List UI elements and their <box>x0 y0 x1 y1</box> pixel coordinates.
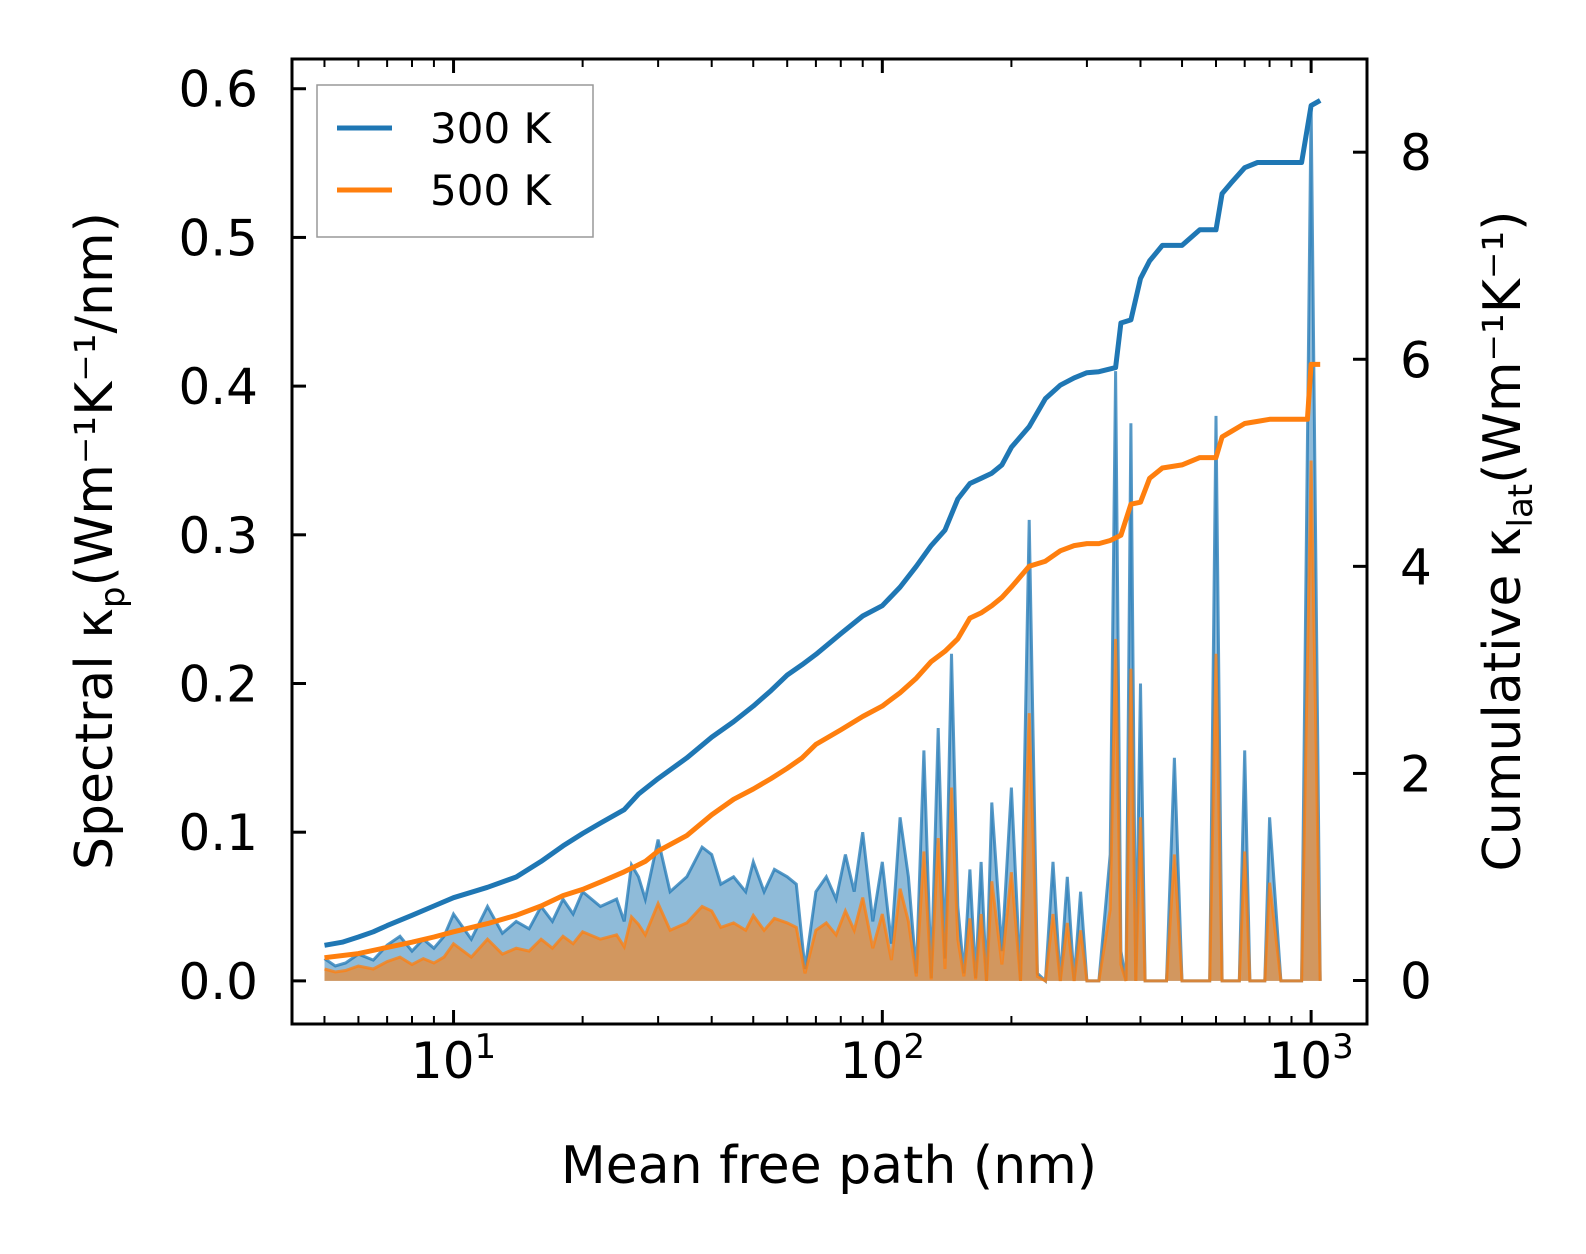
x-tick-labels: 101 102 103 <box>411 1027 1354 1090</box>
axes-frame <box>290 57 1369 1026</box>
y-right-tick-label-0: 0 <box>1400 953 1432 1011</box>
ticks <box>292 59 1367 1024</box>
legend-label-500k: 500 K <box>430 166 553 215</box>
x-tick-exp-1: 2 <box>903 1027 925 1067</box>
y-left-label-units: (Wm⁻¹K⁻¹/nm) <box>65 212 125 586</box>
x-tick-label-2: 103 <box>1268 1027 1353 1090</box>
cumulative-line-1 <box>324 361 1321 961</box>
cumulative-line-0 <box>324 98 1322 948</box>
y-left-tick-labels: 0.0 0.1 0.2 0.3 0.4 0.5 0.6 <box>178 61 258 1011</box>
y-left-axis-label: Spectral κp(Wm⁻¹K⁻¹/nm) <box>65 212 133 870</box>
legend: 300 K 500 K <box>316 84 594 238</box>
y-right-tick-label-2: 4 <box>1400 538 1432 596</box>
y-right-label-main: Cumulative κ <box>1473 528 1533 872</box>
x-tick-label-1: 102 <box>840 1027 925 1090</box>
y-left-tick-label-4: 0.4 <box>178 358 258 416</box>
y-right-tick-label-3: 6 <box>1400 331 1432 389</box>
y-left-tick-label-3: 0.3 <box>178 507 258 565</box>
x-tick-exp-0: 1 <box>475 1027 497 1067</box>
y-left-label-main: Spectral κ <box>65 608 125 870</box>
x-tick-base-2: 10 <box>1268 1032 1332 1090</box>
x-tick-base-1: 10 <box>840 1032 904 1090</box>
y-left-tick-label-0: 0.0 <box>178 953 258 1011</box>
y-left-label-sub: p <box>93 587 133 609</box>
y-left-tick-label-1: 0.1 <box>178 804 258 862</box>
y-right-label-sub: lat <box>1501 484 1541 528</box>
y-left-tick-label-6: 0.6 <box>178 61 258 119</box>
legend-label-300k: 300 K <box>430 104 553 153</box>
spectral-line-1 <box>324 460 1322 984</box>
y-right-tick-label-4: 8 <box>1400 124 1432 182</box>
plot-area <box>323 98 1322 985</box>
y-left-tick-label-2: 0.2 <box>178 655 258 713</box>
x-axis-label: Mean free path (nm) <box>561 1136 1097 1196</box>
y-right-label-units: (Wm⁻¹K⁻¹) <box>1473 211 1533 484</box>
x-tick-exp-2: 3 <box>1332 1027 1354 1067</box>
y-right-tick-label-1: 2 <box>1400 745 1432 803</box>
y-right-axis-label: Cumulative κlat(Wm⁻¹K⁻¹) <box>1473 211 1541 872</box>
y-left-tick-label-5: 0.5 <box>178 209 258 267</box>
y-right-tick-labels: 0 2 4 6 8 <box>1400 124 1432 1010</box>
x-tick-base-0: 10 <box>411 1032 475 1090</box>
legend-box <box>316 84 594 238</box>
x-tick-label-0: 101 <box>411 1027 496 1090</box>
